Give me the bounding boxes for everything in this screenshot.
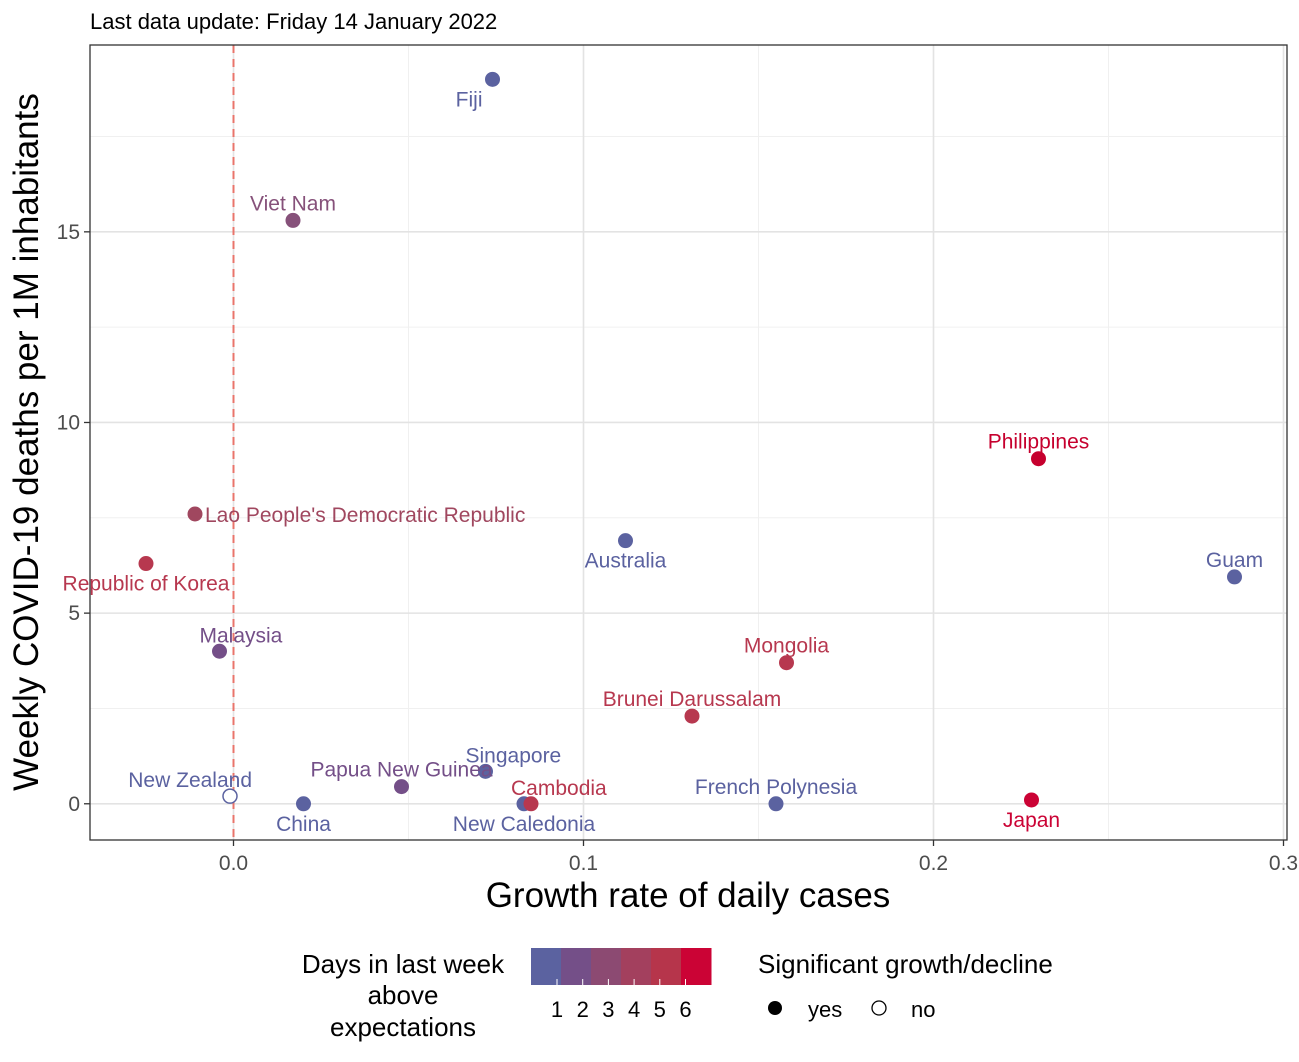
data-point [523, 796, 539, 812]
x-axis-title: Growth rate of daily cases [486, 876, 891, 915]
color-legend-title-line-3: expectations [330, 1012, 476, 1042]
y-tick-label: 5 [68, 602, 80, 625]
colorbar-label: 1 [551, 997, 563, 1022]
data-points [138, 71, 1242, 812]
point-label: New Caledonia [453, 813, 596, 836]
colorbar-segment [651, 948, 682, 985]
y-axis-title: Weekly COVID-19 deaths per 1M inhabitant… [7, 93, 46, 791]
y-tick-label: 15 [57, 221, 80, 244]
data-point [296, 796, 311, 812]
data-point [222, 788, 238, 804]
data-point [212, 643, 227, 659]
data-point [394, 779, 409, 795]
plot-border [89, 44, 1288, 841]
point-label: Australia [585, 550, 667, 573]
shape-legend: Significant growth/decline yes no [758, 949, 1053, 1022]
colorbar-segment [621, 948, 652, 985]
colorbar-label: 2 [577, 997, 589, 1022]
y-tick-label: 0 [68, 793, 80, 816]
shape-legend-no-label: no [911, 997, 935, 1022]
color-legend-title-line-1: Days in last week [302, 949, 505, 979]
data-point [684, 708, 700, 724]
colorbar-segment [591, 948, 622, 985]
point-label: Papua New Guinea [310, 759, 492, 782]
colorbar-segment [561, 948, 592, 985]
colorbar-label: 5 [654, 997, 666, 1022]
colorbar-label: 6 [679, 997, 691, 1022]
data-point [1227, 569, 1242, 585]
point-label: Lao People's Democratic Republic [205, 504, 525, 527]
point-label: Viet Nam [250, 192, 336, 215]
point-labels: Fiji Viet Nam Philippines Lao People's Demo… [63, 88, 1264, 835]
colorbar-label: 4 [628, 997, 640, 1022]
data-point [485, 71, 500, 87]
point-label: China [276, 813, 331, 836]
colorbar-segment [681, 948, 712, 985]
point-label: Guam [1206, 549, 1263, 572]
x-tick-label: 0.2 [919, 852, 948, 875]
shape-legend-no-symbol [871, 1000, 887, 1016]
point-label: Malaysia [200, 624, 283, 647]
data-point [1024, 792, 1039, 808]
point-label: Mongolia [744, 635, 830, 658]
point-label: French Polynesia [695, 776, 858, 799]
shape-legend-title: Significant growth/decline [758, 949, 1053, 979]
point-label: Japan [1003, 809, 1060, 832]
colorbar [531, 948, 712, 985]
data-point [779, 655, 794, 671]
point-label: Cambodia [511, 777, 607, 800]
point-label: Singapore [466, 744, 562, 767]
y-axis-ticks: 0 5 10 15 [57, 221, 90, 816]
x-tick-label: 0.3 [1269, 852, 1298, 875]
x-tick-label: 0.1 [569, 852, 598, 875]
y-tick-label: 10 [57, 411, 80, 434]
point-label: Philippines [988, 431, 1090, 454]
x-tick-label: 0.0 [219, 852, 248, 875]
plot-panel [90, 45, 1287, 840]
chart-subtitle: Last data update: Friday 14 January 2022 [90, 9, 497, 34]
data-point [768, 796, 784, 812]
point-label: Republic of Korea [63, 573, 230, 596]
data-point [138, 556, 154, 572]
shape-legend-yes-label: yes [808, 997, 842, 1022]
color-legend-title-line-2: above [368, 980, 439, 1010]
point-label: Fiji [456, 88, 483, 111]
point-label: New Zealand [128, 769, 252, 792]
x-axis-ticks: 0.0 0.1 0.2 0.3 [219, 840, 1298, 875]
colorbar-label: 3 [602, 997, 614, 1022]
point-label: Brunei Darussalam [603, 688, 782, 711]
data-point [285, 212, 301, 228]
shape-legend-yes-symbol [768, 1001, 782, 1015]
data-point [618, 533, 633, 549]
data-point [1031, 451, 1046, 467]
data-point [187, 506, 203, 522]
data-point [478, 763, 493, 779]
colorbar-segment [531, 948, 562, 985]
